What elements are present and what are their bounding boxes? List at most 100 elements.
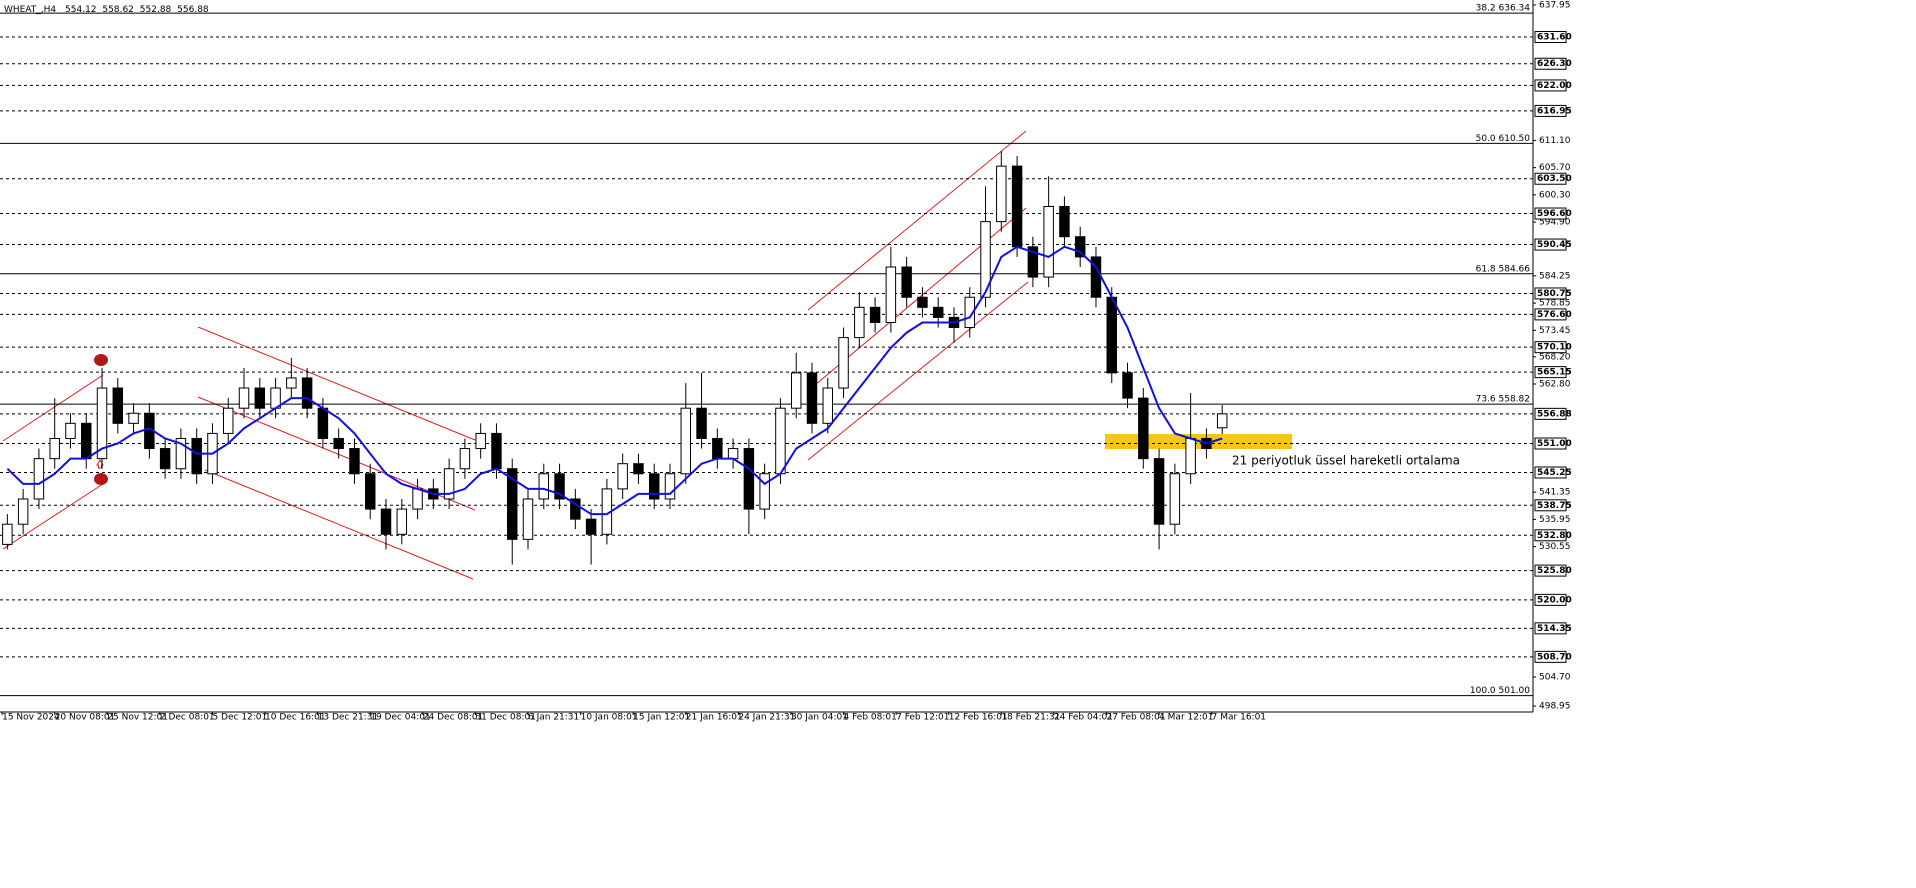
fib-label: 50.0 610.50 — [1476, 134, 1531, 144]
candle-body — [1153, 458, 1165, 525]
y-tick-label: 504.70 — [1539, 673, 1571, 683]
candle-body — [1169, 473, 1181, 525]
x-tick-label: 24 Jan 21:31 — [738, 713, 795, 723]
price-level-label: 551.00 — [1537, 439, 1572, 449]
candle-body — [349, 448, 360, 475]
channel-line — [2, 483, 104, 550]
candle-body — [380, 508, 392, 535]
candle-body — [1043, 205, 1054, 278]
candle-body — [964, 296, 975, 329]
x-tick-label: 4 Feb 08:01 — [844, 713, 897, 723]
candle-body — [617, 463, 628, 490]
price-level-box — [1534, 650, 1567, 663]
x-tick-label: 7 Feb 12:01 — [896, 713, 949, 723]
price-level-label: 508.70 — [1537, 652, 1572, 662]
price-level-box — [1534, 57, 1567, 70]
channel-line — [197, 326, 476, 441]
price-level-box — [1534, 622, 1567, 635]
candle-body — [996, 165, 1007, 223]
annotation: 21 periyotluk üssel hareketli ortalama — [1232, 454, 1460, 468]
candle-body — [554, 473, 565, 500]
y-tick-label: 530.55 — [1539, 542, 1571, 552]
x-tick-label: 12 Feb 16:01 — [949, 713, 1008, 723]
candle-body — [759, 473, 770, 510]
price-level-label: 626.30 — [1537, 59, 1572, 69]
chart-header: WHEAT_,H4 554.12 558.62 552.88 556.88 — [4, 5, 209, 15]
header-open: 554.12 — [65, 5, 97, 15]
price-level-label: 631.60 — [1537, 33, 1572, 43]
candle-body — [901, 266, 912, 298]
price-level-box — [1534, 287, 1567, 300]
x-tick-label: 24 Feb 04:01 — [1054, 713, 1113, 723]
candle-body — [633, 463, 644, 475]
price-level-label: 580.75 — [1537, 289, 1572, 299]
channel-line — [807, 130, 1027, 311]
channel-line — [204, 469, 474, 580]
candle-body — [1122, 372, 1133, 399]
candle-body — [680, 407, 692, 475]
candle-body — [538, 473, 550, 500]
candle-body — [223, 407, 234, 434]
candle-body — [49, 437, 60, 460]
symbol: WHEAT_,H4 — [4, 5, 56, 15]
candle-body — [727, 448, 739, 460]
fib-label: 61.8 584.66 — [1476, 264, 1531, 274]
candle-body — [506, 468, 518, 540]
candle-body — [1138, 397, 1149, 460]
candle-body — [459, 448, 471, 470]
candle-body — [932, 306, 944, 318]
price-level-box — [1534, 104, 1567, 117]
candle-body — [396, 508, 408, 535]
candle-body — [522, 498, 534, 540]
candle-body — [301, 377, 313, 409]
header-close: 556.88 — [177, 5, 209, 15]
price-level-label: 616.95 — [1537, 106, 1572, 116]
y-tick-label: 611.10 — [1539, 136, 1571, 146]
candle-body — [175, 437, 187, 470]
price-level-box — [1534, 308, 1567, 321]
candle-body — [112, 387, 124, 424]
price-level-box — [1534, 437, 1567, 450]
y-tick-label: 605.70 — [1539, 163, 1571, 173]
x-tick-label: 15 Nov 2024 — [2, 713, 60, 723]
price-level-box — [1534, 238, 1567, 251]
price-level-label: 532.80 — [1537, 531, 1572, 541]
candle-body — [570, 498, 581, 520]
x-tick-label: 20 Nov 08:01 — [55, 713, 116, 723]
candle-body — [1011, 165, 1023, 248]
header-high: 558.62 — [102, 5, 134, 15]
price-level-label: 545.25 — [1537, 468, 1572, 478]
y-tick-label: 637.95 — [1539, 0, 1571, 10]
price-level-label: 520.00 — [1537, 595, 1572, 605]
candle-body — [1074, 236, 1086, 258]
x-tick-label: 25 Nov 12:01 — [107, 713, 168, 723]
x-tick-label: 27 Feb 08:01 — [1106, 713, 1165, 723]
x-tick-label: 31 Dec 08:01 — [475, 713, 536, 723]
fib-label: 38.2 636.34 — [1476, 4, 1531, 14]
price-level-box — [1534, 366, 1567, 379]
price-level-box — [1534, 499, 1567, 512]
candle-body — [1216, 413, 1228, 429]
x-tick-label: 10 Dec 16:01 — [265, 713, 326, 723]
price-level-box — [1534, 593, 1567, 606]
candle-body — [81, 422, 92, 460]
fib-label: 73.6 558.82 — [1476, 395, 1530, 405]
candle-body — [696, 407, 707, 439]
x-tick-label: 10 Jan 08:01 — [581, 713, 638, 723]
candle-body — [191, 437, 202, 475]
price-level-box — [1534, 31, 1567, 44]
candle-body — [128, 412, 139, 424]
candle-body — [1027, 246, 1039, 278]
candle-body — [854, 306, 865, 339]
marker — [94, 354, 108, 366]
price-level-label: 590.45 — [1537, 240, 1572, 250]
arrow-icon — [96, 459, 104, 469]
y-tick-label: 535.95 — [1539, 515, 1571, 525]
y-tick-label: 594.90 — [1539, 218, 1571, 228]
candle-body — [443, 468, 455, 500]
candle-body — [743, 448, 755, 510]
x-tick-label: 15 Jan 12:01 — [633, 713, 690, 723]
x-tick-label: 2 Dec 08:01 — [160, 713, 215, 723]
